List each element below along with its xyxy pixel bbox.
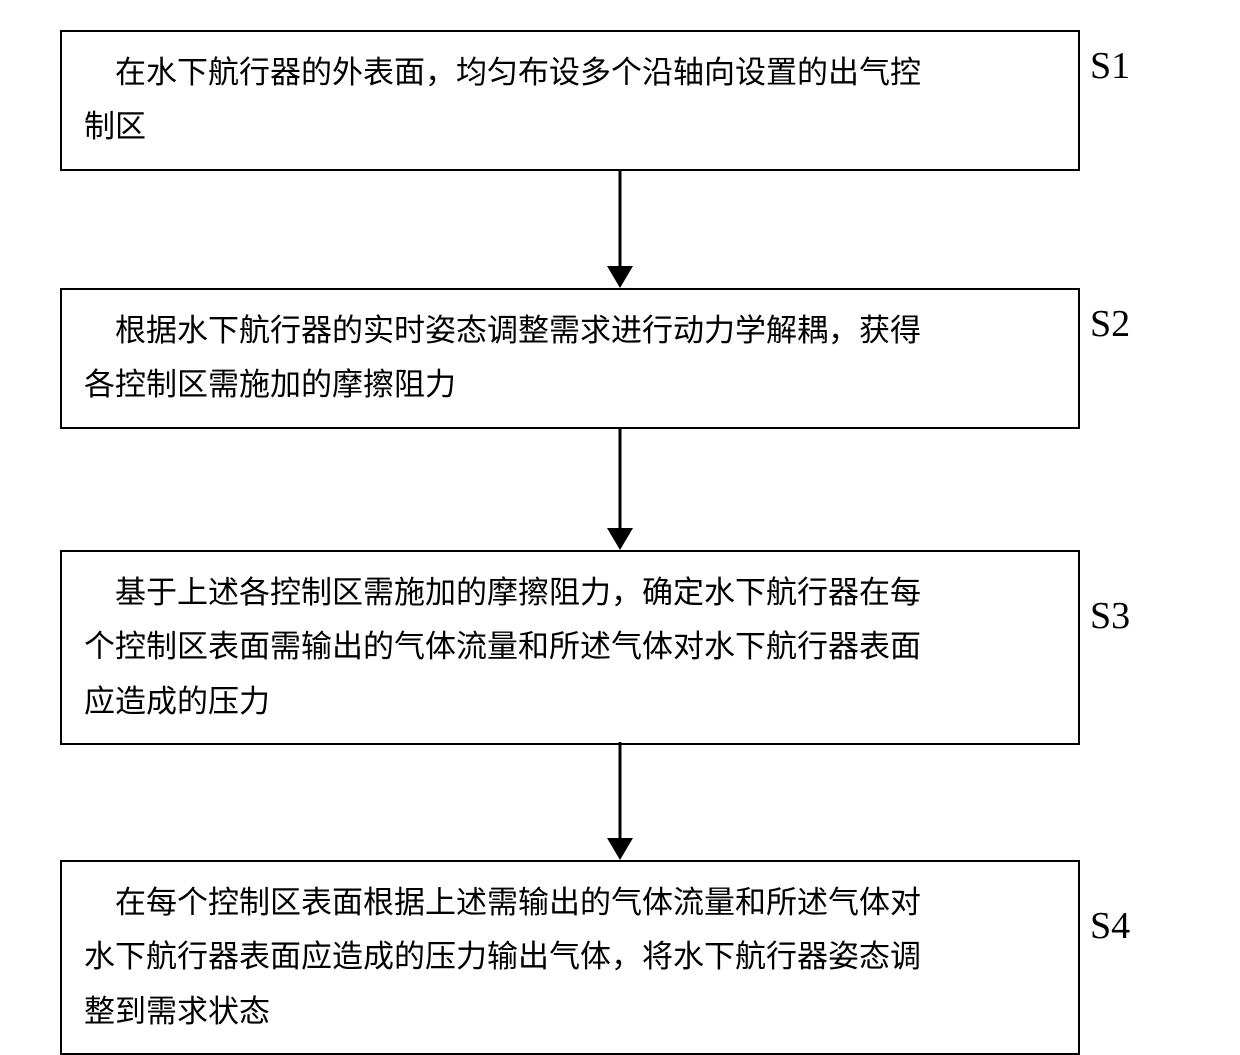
step-s2-label: S2 xyxy=(1090,302,1130,346)
step-s3-group: 基于上述各控制区需施加的摩擦阻力，确定水下航行器在每 个控制区表面需输出的气体流… xyxy=(60,550,1130,745)
step-s3-line-1: 个控制区表面需输出的气体流量和所述气体对水下航行器表面 xyxy=(84,620,1056,674)
step-s1-label: S1 xyxy=(1090,44,1130,88)
step-s4-label: S4 xyxy=(1090,904,1130,948)
flowchart-container: 在水下航行器的外表面，均匀布设多个沿轴向设置的出气控 制区 S1 根据水下航行器… xyxy=(0,0,1240,1032)
step-s4-group: 在每个控制区表面根据上述需输出的气体流量和所述气体对 水下航行器表面应造成的压力… xyxy=(60,860,1130,1055)
connector-s1-s2 xyxy=(0,170,1240,288)
step-s2-line-1: 各控制区需施加的摩擦阻力 xyxy=(84,358,1056,412)
step-s3-line-0: 基于上述各控制区需施加的摩擦阻力，确定水下航行器在每 xyxy=(84,566,1056,620)
step-s4-line-1: 水下航行器表面应造成的压力输出气体，将水下航行器姿态调 xyxy=(84,930,1056,984)
arrow-icon xyxy=(600,170,640,288)
step-s4-line-0: 在每个控制区表面根据上述需输出的气体流量和所述气体对 xyxy=(84,876,1056,930)
step-s1-group: 在水下航行器的外表面，均匀布设多个沿轴向设置的出气控 制区 S1 xyxy=(60,30,1130,171)
connector-s2-s3 xyxy=(0,428,1240,550)
step-s1-line-1: 制区 xyxy=(84,100,1056,154)
step-s1-box: 在水下航行器的外表面，均匀布设多个沿轴向设置的出气控 制区 xyxy=(60,30,1080,171)
step-s3-box: 基于上述各控制区需施加的摩擦阻力，确定水下航行器在每 个控制区表面需输出的气体流… xyxy=(60,550,1080,745)
arrow-icon xyxy=(600,742,640,860)
step-s3-label: S3 xyxy=(1090,594,1130,638)
step-s1-line-0: 在水下航行器的外表面，均匀布设多个沿轴向设置的出气控 xyxy=(84,46,1056,100)
step-s2-group: 根据水下航行器的实时姿态调整需求进行动力学解耦，获得 各控制区需施加的摩擦阻力 … xyxy=(60,288,1130,429)
step-s4-line-2: 整到需求状态 xyxy=(84,985,1056,1039)
arrow-icon xyxy=(600,428,640,550)
step-s3-line-2: 应造成的压力 xyxy=(84,675,1056,729)
step-s2-line-0: 根据水下航行器的实时姿态调整需求进行动力学解耦，获得 xyxy=(84,304,1056,358)
step-s2-box: 根据水下航行器的实时姿态调整需求进行动力学解耦，获得 各控制区需施加的摩擦阻力 xyxy=(60,288,1080,429)
connector-s3-s4 xyxy=(0,742,1240,860)
step-s4-box: 在每个控制区表面根据上述需输出的气体流量和所述气体对 水下航行器表面应造成的压力… xyxy=(60,860,1080,1055)
